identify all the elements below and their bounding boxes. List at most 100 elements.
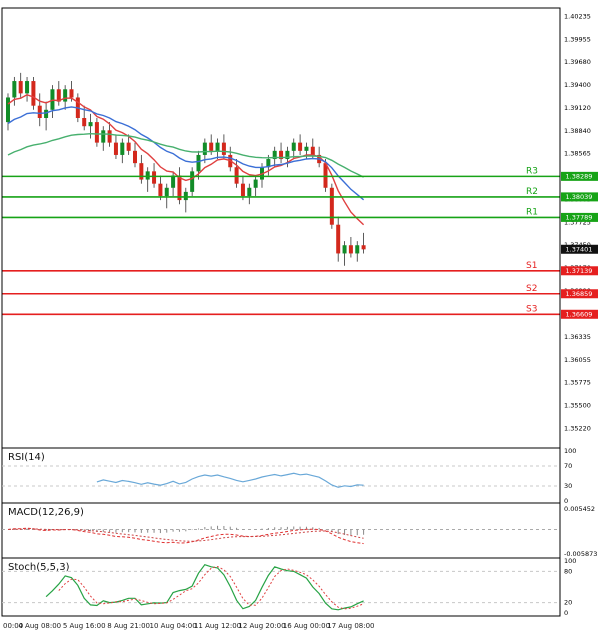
y-axis-label: 1.39955 bbox=[564, 36, 591, 44]
candle-body bbox=[209, 142, 214, 151]
candle-body bbox=[133, 150, 137, 164]
candle-body bbox=[88, 122, 93, 127]
candle-body bbox=[101, 130, 106, 143]
candle-body bbox=[171, 175, 176, 188]
x-axis-label: 4 Aug 08:00 bbox=[18, 622, 61, 630]
pivot-label-r1: R1 bbox=[526, 207, 538, 217]
candle-body bbox=[158, 183, 163, 196]
x-axis-label: 17 Aug 08:00 bbox=[327, 622, 374, 630]
macd-scale-label: -0.005873 bbox=[564, 550, 597, 558]
candle-body bbox=[18, 81, 23, 94]
candle-body bbox=[221, 142, 226, 155]
macd-signal-line bbox=[7, 528, 364, 542]
y-axis-label: 1.39400 bbox=[564, 81, 591, 89]
candle-body bbox=[247, 187, 252, 196]
candle-body bbox=[202, 142, 207, 155]
candle-body bbox=[139, 163, 144, 180]
candle-body bbox=[279, 150, 284, 160]
stoch-d-line bbox=[58, 565, 364, 610]
price-tag-s2-box bbox=[561, 289, 598, 299]
stoch-k-line bbox=[45, 563, 364, 611]
candle-body bbox=[56, 89, 61, 102]
y-axis-label: 1.40235 bbox=[564, 13, 591, 21]
x-axis-label: 11 Aug 12:00 bbox=[194, 622, 241, 630]
candle-body bbox=[336, 224, 341, 254]
candle-body bbox=[196, 154, 201, 172]
candle-body bbox=[291, 142, 296, 151]
candle-body bbox=[183, 191, 188, 201]
candle-body bbox=[12, 81, 17, 98]
y-axis-label: 1.38565 bbox=[564, 150, 591, 158]
candle-body bbox=[342, 245, 347, 254]
candle-body bbox=[285, 150, 290, 160]
candle-body bbox=[272, 150, 277, 160]
x-axis-label: 12 Aug 20:00 bbox=[238, 622, 285, 630]
panel-border-3 bbox=[1, 557, 561, 617]
candle-body bbox=[25, 81, 30, 94]
rsi-scale-label: 0 bbox=[564, 497, 568, 505]
y-axis-label: 1.36055 bbox=[564, 356, 591, 364]
price-tag-r3-text: 1.38289 bbox=[566, 173, 593, 181]
ma-slow-line bbox=[7, 132, 364, 178]
candle-body bbox=[31, 81, 36, 106]
y-axis-label: 1.35775 bbox=[564, 379, 591, 387]
x-axis-label: 16 Aug 00:00 bbox=[283, 622, 330, 630]
candle-body bbox=[82, 118, 87, 127]
pivot-label-s3: S3 bbox=[526, 304, 537, 314]
stoch-scale-label: 0 bbox=[564, 609, 568, 617]
pivot-label-s2: S2 bbox=[526, 284, 537, 294]
price-tag-r1-text: 1.37789 bbox=[566, 214, 593, 222]
stoch-scale-label: 80 bbox=[564, 567, 572, 575]
y-axis-label: 1.36335 bbox=[564, 333, 591, 341]
candle-body bbox=[190, 171, 195, 192]
candle-body bbox=[126, 142, 131, 151]
candle-body bbox=[298, 142, 303, 151]
candle-body bbox=[310, 146, 315, 155]
price-tag-s3-box bbox=[561, 309, 598, 319]
stoch-panel-title: Stoch(5,5,3) bbox=[8, 562, 70, 573]
candle-body bbox=[44, 109, 49, 118]
candle-body bbox=[304, 146, 309, 151]
y-axis-label: 1.37725 bbox=[564, 219, 591, 227]
y-axis-label: 1.35500 bbox=[564, 401, 591, 409]
candle-body bbox=[107, 130, 112, 143]
candle-body bbox=[323, 163, 328, 188]
y-axis-label: 1.39120 bbox=[564, 104, 591, 112]
price-tag-r1-box bbox=[561, 212, 598, 222]
candle-body bbox=[152, 171, 157, 184]
y-axis-label: 1.35220 bbox=[564, 424, 591, 432]
pivot-label-s1: S1 bbox=[526, 261, 537, 271]
candle-body bbox=[177, 175, 182, 201]
current-price-tag-text: 1.37401 bbox=[566, 245, 593, 253]
candle-body bbox=[145, 171, 150, 180]
panel-border-0 bbox=[1, 7, 561, 449]
pivot-label-r3: R3 bbox=[526, 166, 538, 176]
pivot-label-r2: R2 bbox=[526, 187, 538, 197]
candle-body bbox=[329, 187, 334, 225]
price-tag-r3-box bbox=[561, 171, 598, 181]
rsi-line bbox=[96, 472, 364, 488]
rsi-scale-label: 100 bbox=[564, 447, 576, 455]
candle-body bbox=[361, 245, 366, 250]
price-tag-r2-text: 1.38039 bbox=[566, 193, 593, 201]
current-price-tag-box bbox=[561, 244, 598, 254]
candle-body bbox=[234, 167, 239, 184]
candle-body bbox=[355, 245, 360, 254]
candle-body bbox=[164, 187, 169, 196]
price-tag-r2-box bbox=[561, 192, 598, 202]
stoch-scale-label: 20 bbox=[564, 599, 572, 607]
macd-panel-title: MACD(12,26,9) bbox=[8, 507, 84, 518]
macd-scale-label: 0.005452 bbox=[564, 505, 595, 513]
rsi-scale-label: 70 bbox=[564, 462, 572, 470]
candle-body bbox=[215, 142, 220, 151]
rsi-panel-title: RSI(14) bbox=[8, 452, 45, 463]
price-tag-s1-box bbox=[561, 266, 598, 276]
candle-body bbox=[37, 105, 42, 118]
candle-body bbox=[94, 122, 99, 143]
x-axis-label: 8 Aug 21:00 bbox=[107, 622, 150, 630]
price-tag-s1-text: 1.37139 bbox=[566, 267, 593, 275]
price-tag-s3-text: 1.36609 bbox=[566, 310, 593, 318]
ma-mid-line bbox=[7, 106, 365, 201]
